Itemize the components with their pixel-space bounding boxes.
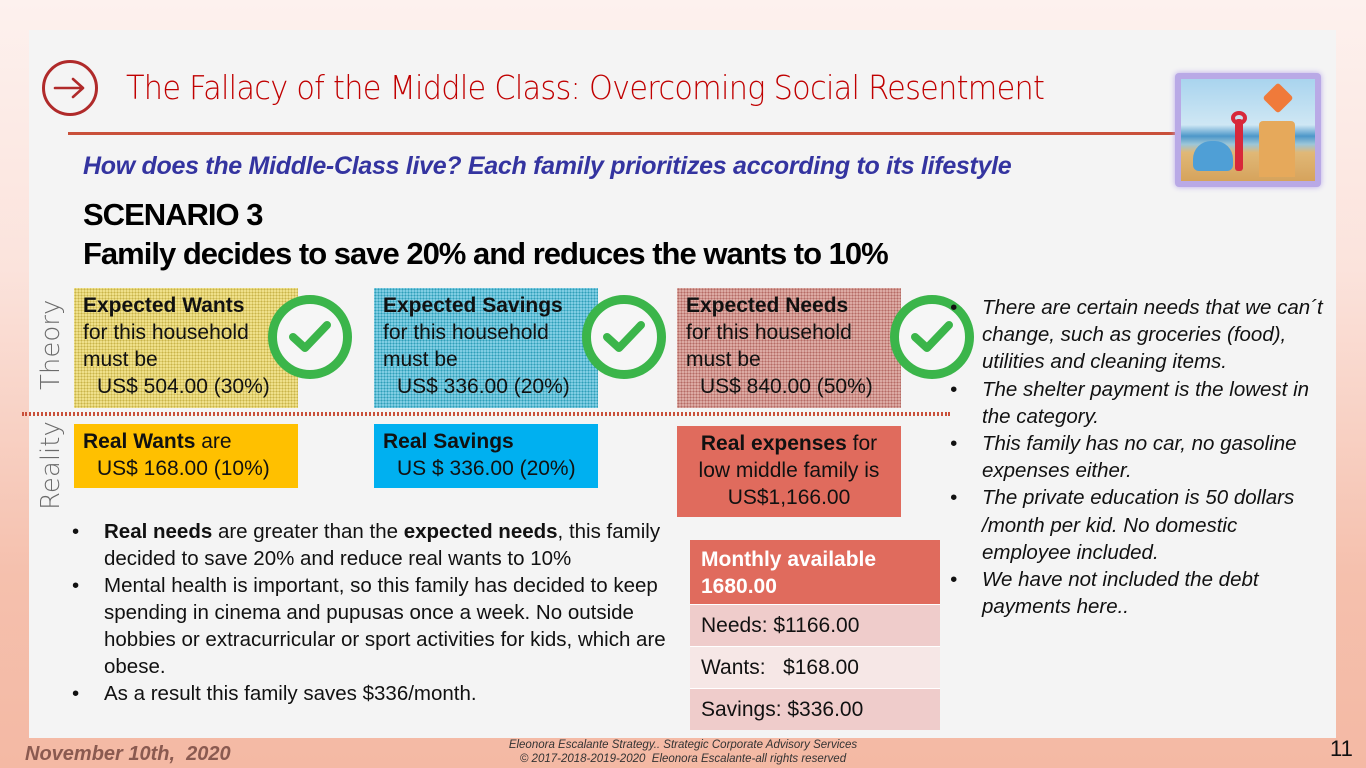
real-expenses-box: Real expenses for low middle family is U… xyxy=(677,426,901,517)
theory-reality-divider xyxy=(22,412,950,416)
bullet-item: This family has no car, no gasoline expe… xyxy=(950,430,1330,484)
wants-row: Wants: $168.00 xyxy=(690,646,940,688)
beach-sandcastle-image xyxy=(1175,73,1321,187)
expected-wants-box: Expected Wants for this household must b… xyxy=(74,288,298,408)
needs-row: Needs: $1166.00 xyxy=(690,604,940,646)
real-expenses-suffix: for xyxy=(846,432,878,455)
footer-date: November 10th, 2020 xyxy=(25,743,231,765)
expected-needs-box: Expected Needs for this household must b… xyxy=(677,288,901,408)
bullet-item: We have not included the debt payments h… xyxy=(950,566,1330,620)
right-bullet-list: There are certain needs that we can´t ch… xyxy=(950,294,1330,620)
expected-savings-line1: for this household xyxy=(383,321,549,344)
monthly-budget-table: Monthly available 1680.00 Needs: $1166.0… xyxy=(690,540,940,730)
title-divider xyxy=(68,132,1178,135)
footer-copyright: Eleonora Escalante Strategy.. Strategic … xyxy=(508,739,858,765)
expected-wants-line1: for this household xyxy=(83,321,249,344)
arrow-right-circle-icon xyxy=(42,60,98,116)
scenario-number: SCENARIO 3 xyxy=(83,197,263,232)
expected-needs-line2: must be xyxy=(686,348,761,371)
real-wants-value: US$ 168.00 (10%) xyxy=(97,457,270,480)
real-expenses-value: US$1,166.00 xyxy=(727,486,851,509)
subtitle: How does the Middle-Class live? Each fam… xyxy=(83,152,1012,180)
real-wants-box: Real Wants are US$ 168.00 (10%) xyxy=(74,424,298,488)
expected-wants-heading: Expected Wants xyxy=(83,294,245,317)
real-wants-suffix: are xyxy=(195,430,232,453)
expected-wants-line2: must be xyxy=(83,348,158,371)
expected-savings-value: US$ 336.00 (20%) xyxy=(397,375,570,398)
real-savings-value: US $ 336.00 (20%) xyxy=(397,457,576,480)
checkmark-icon xyxy=(582,295,666,379)
expected-needs-line1: for this household xyxy=(686,321,852,344)
real-expenses-line2: low middle family is xyxy=(698,459,880,482)
scenario-description: Family decides to save 20% and reduces t… xyxy=(83,236,889,271)
bullet-item: As a result this family saves $336/month… xyxy=(72,680,672,707)
expected-needs-heading: Expected Needs xyxy=(686,294,849,317)
savings-row: Savings: $336.00 xyxy=(690,688,940,730)
slide-title: The Fallacy of the Middle Class: Overcom… xyxy=(126,68,1045,107)
bullet-item: The shelter payment is the lowest in the… xyxy=(950,376,1330,430)
real-expenses-heading: Real expenses xyxy=(700,432,847,455)
checkmark-icon xyxy=(268,295,352,379)
expected-needs-value: US$ 840.00 (50%) xyxy=(700,375,873,398)
bullet-item: There are certain needs that we can´t ch… xyxy=(950,294,1330,376)
bullet-item: Mental health is important, so this fami… xyxy=(72,572,672,680)
reality-label: Reality xyxy=(36,421,66,510)
bullet-item: Real needs are greater than the expected… xyxy=(72,518,672,572)
real-savings-heading: Real Savings xyxy=(383,430,514,453)
bullet-item: The private education is 50 dollars /mon… xyxy=(950,484,1330,566)
monthly-budget-header: Monthly available 1680.00 xyxy=(690,540,940,604)
expected-savings-heading: Expected Savings xyxy=(383,294,563,317)
left-bullet-list: Real needs are greater than the expected… xyxy=(72,518,672,707)
scenario-heading: SCENARIO 3 Family decides to save 20% an… xyxy=(83,195,889,273)
theory-label: Theory xyxy=(36,299,66,390)
expected-wants-value: US$ 504.00 (30%) xyxy=(97,375,270,398)
real-wants-heading: Real Wants xyxy=(83,430,196,453)
real-savings-box: Real Savings US $ 336.00 (20%) xyxy=(374,424,598,488)
expected-savings-line2: must be xyxy=(383,348,458,371)
expected-savings-box: Expected Savings for this household must… xyxy=(374,288,598,408)
page-number: 11 xyxy=(1330,736,1353,761)
